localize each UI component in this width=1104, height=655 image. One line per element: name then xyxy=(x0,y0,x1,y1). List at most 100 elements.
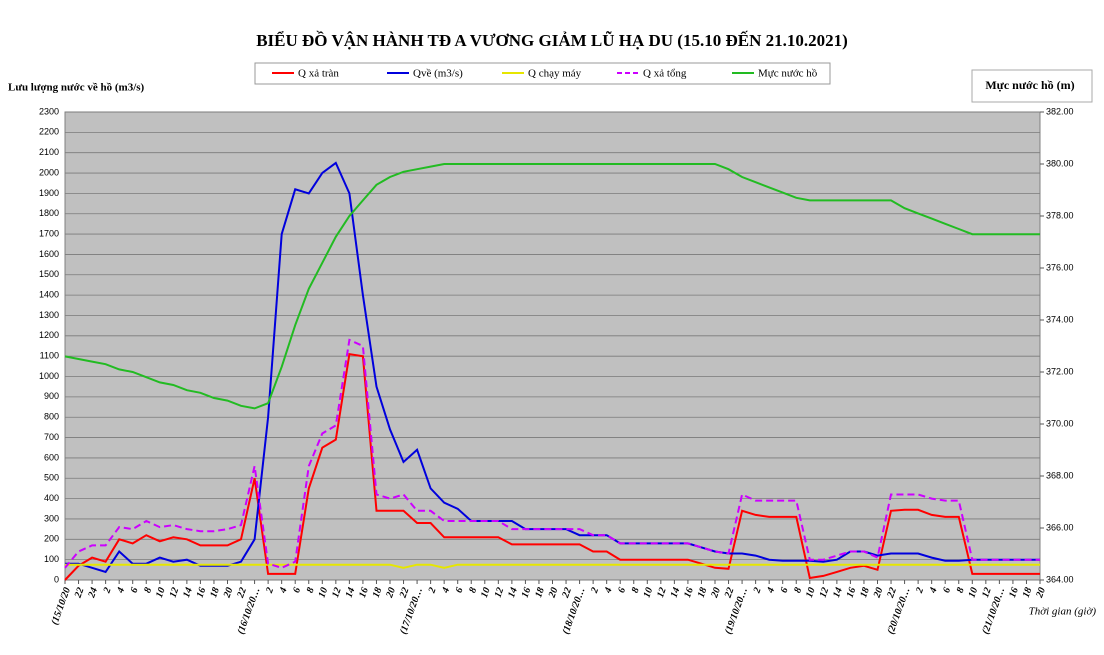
legend-label: Q chạy máy xyxy=(528,68,582,80)
x-tick-label: 4 xyxy=(602,586,614,595)
y-tick-label: 1600 xyxy=(39,249,59,259)
x-tick-label: 8 xyxy=(792,586,804,594)
y-tick-label: 1100 xyxy=(40,351,59,361)
x-tick-label: 8 xyxy=(630,586,642,594)
x-tick-label: 8 xyxy=(955,586,967,594)
x-tick-label: 10 xyxy=(642,586,656,599)
x-tick-label: 14 xyxy=(506,586,520,599)
x-tick-label: 2 xyxy=(914,586,926,595)
x-tick-label: 24 xyxy=(86,586,100,600)
x-tick-label: 10 xyxy=(967,586,981,599)
x-tick-label: 8 xyxy=(467,586,479,594)
x-tick-label: 10 xyxy=(154,586,168,599)
x-tick-label: 6 xyxy=(779,586,791,594)
x-axis-label: Thời gian (giờ) xyxy=(1029,606,1097,618)
y2-tick-label: 382.00 xyxy=(1046,106,1074,116)
x-tick-label: 2 xyxy=(264,586,276,595)
x-tick-label: 4 xyxy=(115,586,127,595)
y2-tick-label: 370.00 xyxy=(1046,418,1074,428)
x-tick-label: 16 xyxy=(1007,586,1021,599)
x-tick-label: 22 xyxy=(560,586,574,600)
x-tick-label: 22 xyxy=(72,586,86,600)
y2-label-box xyxy=(971,69,1093,103)
y-tick-label: 1500 xyxy=(39,269,59,279)
x-tick-label: 18 xyxy=(533,586,547,599)
x-tick-label: 2 xyxy=(751,586,763,595)
x-tick-label: 20 xyxy=(1034,586,1048,600)
x-tick-label: 12 xyxy=(493,586,507,599)
x-tick-label: 18 xyxy=(208,586,222,599)
y-tick-label: 1700 xyxy=(39,228,59,238)
y-tick-label: 300 xyxy=(44,513,59,523)
y-axis-label: Lưu lượng nước về hồ (m3/s) xyxy=(8,82,145,94)
x-tick-label: 22 xyxy=(722,586,736,600)
y-tick-label: 2300 xyxy=(39,106,59,116)
x-tick-label: 22 xyxy=(397,586,411,600)
y-tick-label: 500 xyxy=(44,473,59,483)
y-tick-label: 1800 xyxy=(39,208,59,218)
y2-tick-label: 372.00 xyxy=(1046,366,1074,376)
x-tick-label: 14 xyxy=(669,586,683,599)
x-tick-label: 10 xyxy=(317,586,331,599)
x-tick-label: 6 xyxy=(129,586,141,594)
legend-label: Mực nước hồ xyxy=(758,68,818,80)
y-tick-label: 2200 xyxy=(39,127,59,137)
x-tick-label: 12 xyxy=(655,586,669,599)
x-tick-label: 16 xyxy=(195,586,209,599)
y-tick-label: 400 xyxy=(44,493,59,503)
x-tick-label: 22 xyxy=(235,586,249,600)
x-tick-label: 22 xyxy=(885,586,899,600)
x-tick-label: 4 xyxy=(765,586,777,595)
x-tick-label: 4 xyxy=(927,586,939,595)
x-tick-label: 6 xyxy=(291,586,303,594)
y-tick-label: 1200 xyxy=(39,330,59,340)
x-tick-label: 2 xyxy=(101,586,113,595)
x-tick-label: 16 xyxy=(520,586,534,599)
y2-axis-label: Mực nước hồ (m) xyxy=(985,78,1074,92)
legend-box xyxy=(254,62,831,85)
x-tick-label: 18 xyxy=(858,586,872,599)
x-tick-label: 6 xyxy=(941,586,953,594)
y2-tick-label: 378.00 xyxy=(1046,210,1074,220)
y-tick-label: 700 xyxy=(44,432,59,442)
x-tick-label: 6 xyxy=(454,586,466,594)
x-tick-label: 12 xyxy=(168,586,182,599)
x-tick-label: 12 xyxy=(330,586,344,599)
x-tick-label: 14 xyxy=(181,586,195,599)
series-line xyxy=(64,163,1040,410)
x-tick-label: 20 xyxy=(221,586,235,600)
y-tick-label: 0 xyxy=(54,574,59,584)
x-tick-label: 16 xyxy=(357,586,371,599)
x-tick-label: 10 xyxy=(479,586,493,599)
y-tick-label: 200 xyxy=(44,534,59,544)
x-tick-label: 6 xyxy=(616,586,628,594)
x-tick-label: 4 xyxy=(277,586,289,595)
x-tick-label: 2 xyxy=(589,586,601,595)
y-tick-label: 100 xyxy=(44,554,59,564)
y2-tick-label: 366.00 xyxy=(1046,522,1074,532)
y-tick-label: 1300 xyxy=(39,310,59,320)
x-tick-label: 16 xyxy=(845,586,859,599)
y-tick-label: 2100 xyxy=(39,147,59,157)
x-tick-label: 18 xyxy=(371,586,385,599)
y2-tick-label: 376.00 xyxy=(1046,262,1074,272)
legend-label: Qvề (m3/s) xyxy=(413,68,463,80)
x-tick-label: 2 xyxy=(426,586,438,595)
x-tick-label: 12 xyxy=(818,586,832,599)
y2-tick-label: 364.00 xyxy=(1046,574,1074,584)
y-tick-label: 600 xyxy=(44,452,59,462)
x-tick-label: 8 xyxy=(142,586,154,594)
x-tick-label: 12 xyxy=(980,586,994,599)
y2-tick-label: 374.00 xyxy=(1046,314,1074,324)
y-tick-label: 1400 xyxy=(39,290,59,300)
x-tick-label: 8 xyxy=(305,586,317,594)
series-line xyxy=(65,563,1040,569)
x-tick-label: 20 xyxy=(384,586,398,600)
y-tick-label: 1000 xyxy=(39,371,59,381)
y-tick-label: 900 xyxy=(44,391,59,401)
x-tick-label: 20 xyxy=(871,586,885,600)
x-tick-label: 20 xyxy=(709,586,723,600)
x-tick-label: 14 xyxy=(344,586,358,599)
x-tick-label: 4 xyxy=(440,586,452,595)
